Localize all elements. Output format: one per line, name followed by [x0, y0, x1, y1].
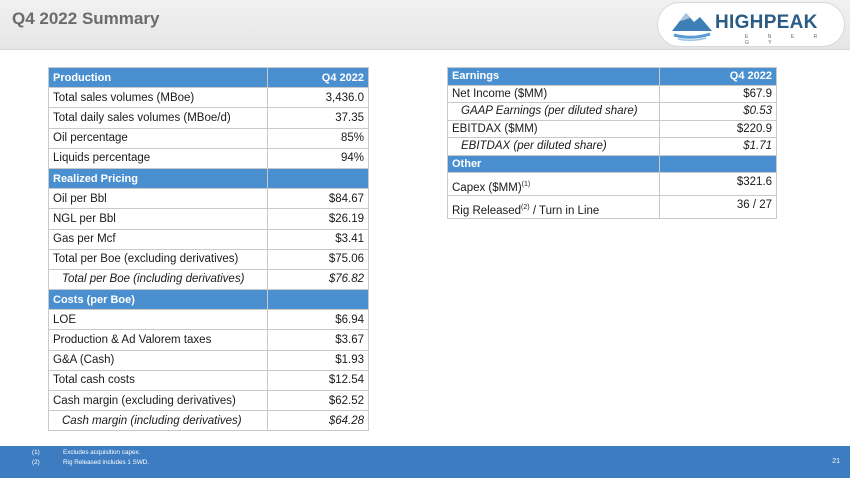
table-row: G&A (Cash) $1.93	[48, 349, 369, 371]
company-logo: HIGHPEAK E N E R G Y	[657, 2, 845, 47]
row-value: $6.94	[267, 309, 369, 331]
footnote-ref-1: (1)	[521, 181, 531, 189]
row-label: NGL per Bbl	[48, 208, 268, 230]
row-value: $64.28	[267, 410, 369, 432]
row-value: Q4 2022	[267, 66, 369, 89]
row-value: $3.67	[267, 329, 369, 351]
earnings-table: Earnings Q4 2022 Net Income ($MM) $67.9 …	[447, 67, 777, 219]
ebitdax-value: $220.9	[659, 119, 777, 138]
footnote-number: (2)	[32, 459, 40, 466]
row-value: $12.54	[267, 369, 369, 392]
gaap-earnings-label: GAAP Earnings (per diluted share)	[447, 102, 660, 121]
table-row: Cash margin (excluding derivatives) $62.5…	[48, 389, 369, 412]
table-row: EBITDAX ($MM) $220.9	[447, 119, 777, 138]
row-label: Realized Pricing	[48, 167, 268, 190]
row-label: Production	[48, 66, 268, 89]
page-title: Q4 2022 Summary	[12, 9, 160, 28]
table-row: Total per Boe (including derivatives) $76…	[48, 268, 369, 291]
row-label: Production & Ad Valorem taxes	[48, 329, 268, 351]
footnote-ref-2: (2)	[521, 204, 530, 212]
row-value	[267, 167, 369, 190]
row-value: 85%	[267, 127, 369, 149]
row-value: $62.52	[267, 389, 369, 412]
row-value: $84.67	[267, 188, 369, 210]
table-row: Net Income ($MM) $67.9	[447, 84, 777, 103]
row-value: $26.19	[267, 208, 369, 230]
row-label: G&A (Cash)	[48, 349, 268, 371]
row-label: Oil per Bbl	[48, 188, 268, 210]
table-row: EBITDAX (per diluted share) $1.71	[447, 137, 777, 156]
row-label: Costs (per Boe)	[48, 289, 268, 311]
net-income-value: $67.9	[659, 84, 777, 103]
footnote-text: Excludes acquisition capex.	[63, 449, 141, 456]
capex-label: Capex ($MM)(1)	[447, 172, 660, 196]
table-row: Rig Released(2) / Turn in Line 36 / 27	[447, 195, 777, 219]
row-value: $3.41	[267, 228, 369, 250]
row-label: Oil percentage	[48, 127, 268, 149]
table-row: LOE $6.94	[48, 309, 369, 331]
table-row: Total sales volumes (MBoe) 3,436.0	[48, 87, 369, 109]
logo-tagline: E N E R G Y	[745, 34, 827, 46]
footnote-text: Rig Released includes 1 SWD.	[63, 459, 150, 466]
row-label: Total per Boe (excluding derivatives)	[48, 248, 268, 270]
rig-label: Rig Released(2) / Turn in Line	[447, 195, 660, 219]
row-label: LOE	[48, 309, 268, 331]
table-row: Total per Boe (excluding derivatives) $75…	[48, 248, 369, 270]
row-value	[267, 289, 369, 311]
ebitdax-per-share-label: EBITDAX (per diluted share)	[447, 137, 660, 156]
table-row: Capex ($MM)(1) $321.6	[447, 172, 777, 196]
row-label: Total daily sales volumes (MBoe/d)	[48, 107, 268, 129]
table-row: Liquids percentage 94%	[48, 147, 369, 169]
net-income-label: Net Income ($MM)	[447, 84, 660, 103]
capex-label-text: Capex ($MM)	[452, 182, 522, 194]
logo-wordmark: HIGHPEAK	[715, 12, 818, 33]
table-row: Gas per Mcf $3.41	[48, 228, 369, 250]
page-number: 21	[832, 458, 840, 465]
row-value: $1.93	[267, 349, 369, 371]
rig-label-text: Rig Released	[452, 205, 522, 217]
rig-label-suffix: / Turn in Line	[532, 205, 600, 217]
table-row: Production & Ad Valorem taxes $3.67	[48, 329, 369, 351]
earnings-header: Earnings	[447, 67, 660, 86]
table-row: Oil percentage 85%	[48, 127, 369, 149]
other-header: Other	[447, 154, 660, 173]
row-label: Total per Boe (including derivatives)	[48, 268, 268, 291]
mountain-logo-icon	[672, 13, 712, 42]
table-row: GAAP Earnings (per diluted share) $0.53	[447, 102, 777, 121]
row-label: Total cash costs	[48, 369, 268, 392]
row-value: $75.06	[267, 248, 369, 270]
row-value: 37.35	[267, 107, 369, 129]
period-header: Q4 2022	[659, 67, 777, 86]
table-header-row: Earnings Q4 2022	[447, 67, 777, 86]
table-row: Total cash costs $12.54	[48, 369, 369, 392]
table-header-row: Production Q4 2022	[48, 66, 369, 89]
table-row: NGL per Bbl $26.19	[48, 208, 369, 230]
row-label: Cash margin (excluding derivatives)	[48, 389, 268, 412]
row-label: Total sales volumes (MBoe)	[48, 87, 268, 109]
row-value: 94%	[267, 147, 369, 169]
ebitdax-label: EBITDAX ($MM)	[447, 119, 660, 138]
row-value: 3,436.0	[267, 87, 369, 109]
header-bar: Q4 2022 Summary HIGHPEAK E N E R G Y	[0, 0, 850, 50]
row-label: Cash margin (including derivatives)	[48, 410, 268, 432]
row-label: Liquids percentage	[48, 147, 268, 169]
gaap-earnings-value: $0.53	[659, 102, 777, 121]
production-costs-table: Production Q4 2022 Total sales volumes (MB…	[48, 66, 369, 432]
rig-value: 36 / 27	[659, 195, 777, 219]
table-row: Oil per Bbl $84.67	[48, 188, 369, 210]
footnote-number: (1)	[32, 449, 40, 456]
table-row: Total daily sales volumes (MBoe/d) 37.35	[48, 107, 369, 129]
ebitdax-per-share-value: $1.71	[659, 137, 777, 156]
table-header-row: Other	[447, 154, 777, 173]
table-header-row: Costs (per Boe)	[48, 289, 369, 311]
table-row: Cash margin (including derivatives) $64.2…	[48, 410, 369, 432]
table-header-row: Realized Pricing	[48, 167, 369, 190]
footer-bar: (1) Excludes acquisition capex. (2) Rig …	[0, 446, 850, 478]
row-value: $76.82	[267, 268, 369, 291]
row-label: Gas per Mcf	[48, 228, 268, 250]
capex-value: $321.6	[659, 172, 777, 196]
